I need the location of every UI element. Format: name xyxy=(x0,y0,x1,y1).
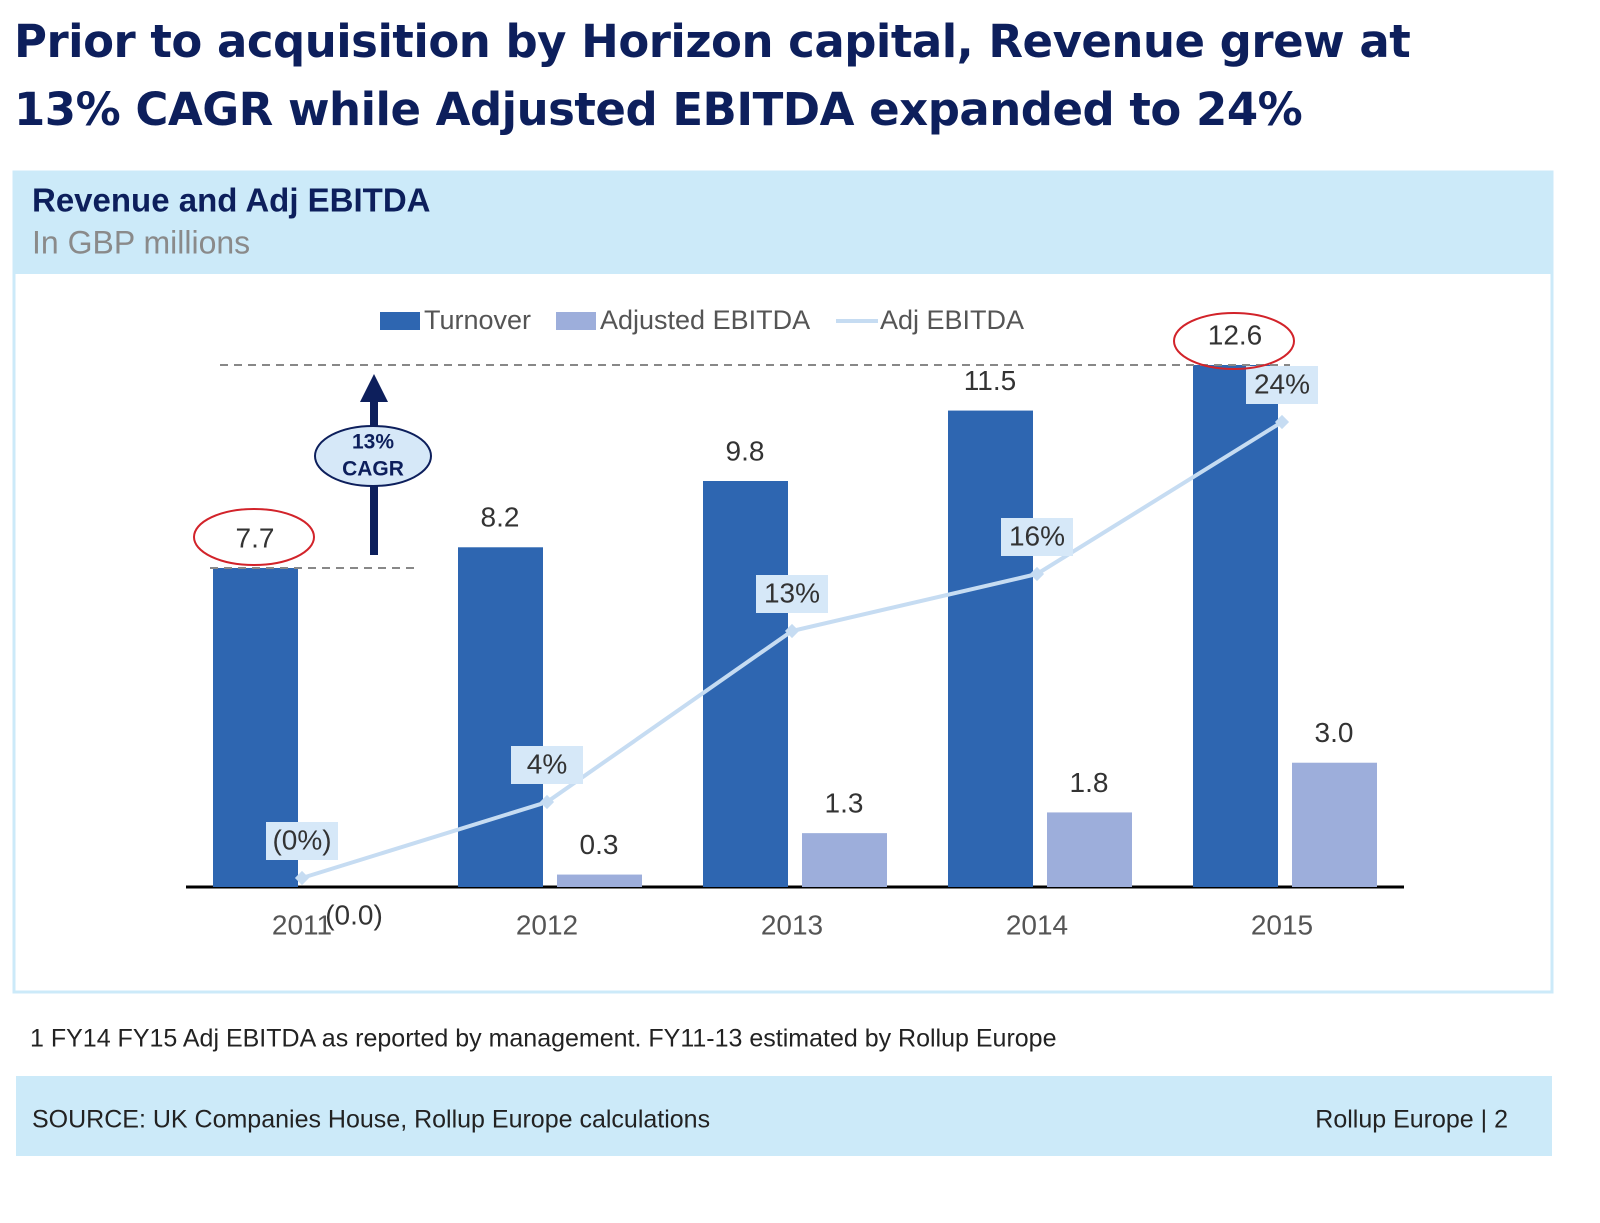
cagr-bubble xyxy=(314,425,432,487)
cagr-arrowhead xyxy=(360,374,388,402)
bar xyxy=(1292,762,1377,887)
x-tick-label: 2011 xyxy=(272,909,332,940)
data-label: 3.0 xyxy=(1315,717,1354,748)
bar xyxy=(802,833,887,887)
cagr-label: CAGR xyxy=(342,458,404,481)
data-label-box xyxy=(511,746,583,784)
bar xyxy=(1193,365,1278,887)
x-tick-label: 2013 xyxy=(761,909,823,940)
chart: Turnover Adjusted EBITDA Adj EBITDA 2011 201… xyxy=(186,305,1404,940)
data-label: 13% xyxy=(764,577,820,608)
line-marker xyxy=(294,870,310,886)
footnote: 1 FY14 FY15 Adj EBITDA as reported by ma… xyxy=(30,1025,1056,1053)
chart-title: Revenue and Adj EBITDA xyxy=(32,182,431,219)
data-label: (0%) xyxy=(272,824,331,855)
data-label: 24% xyxy=(1254,368,1310,399)
legend-swatch xyxy=(556,312,596,330)
line-marker xyxy=(539,794,555,810)
data-label: 12.6 xyxy=(1208,319,1263,350)
line-marker xyxy=(1274,414,1290,430)
data-label: 11.5 xyxy=(964,365,1016,396)
data-label: 1.8 xyxy=(1070,767,1109,798)
data-label: 16% xyxy=(1009,520,1065,551)
data-label: (0.0) xyxy=(325,899,383,930)
data-label-box xyxy=(1246,366,1318,404)
highlight-circle xyxy=(193,508,315,566)
footer-band xyxy=(16,1076,1552,1156)
data-label-box xyxy=(266,822,338,860)
data-label: 7.7 xyxy=(236,522,275,553)
legend-swatch xyxy=(380,312,420,330)
line-marker xyxy=(1029,566,1045,582)
line-marker xyxy=(784,623,800,639)
legend-label: Adjusted EBITDA xyxy=(600,305,810,335)
bar xyxy=(1047,812,1132,887)
x-tick-label: 2014 xyxy=(1006,909,1068,940)
page-number: Rollup Europe | 2 xyxy=(1315,1106,1508,1134)
chart-header xyxy=(14,172,1552,274)
bar xyxy=(458,547,543,887)
legend-label: Adj EBITDA xyxy=(880,305,1024,335)
data-label-box xyxy=(1001,518,1073,556)
data-label-box xyxy=(756,575,828,613)
x-tick-label: 2012 xyxy=(516,909,578,940)
data-label: 0.3 xyxy=(580,829,619,860)
data-label: 4% xyxy=(527,748,567,779)
legend-label: Turnover xyxy=(424,305,531,335)
data-label: 1.3 xyxy=(825,788,864,819)
source: SOURCE: UK Companies House, Rollup Europ… xyxy=(32,1106,710,1134)
x-tick-label: 2015 xyxy=(1251,909,1313,940)
line xyxy=(301,420,1284,880)
bar xyxy=(948,410,1033,887)
chart-subtitle: In GBP millions xyxy=(32,224,250,260)
bar xyxy=(557,874,642,887)
data-label: 9.8 xyxy=(726,435,765,466)
highlight-circle xyxy=(1173,312,1295,370)
data-label: 8.2 xyxy=(481,502,520,533)
cagr-label: 13% xyxy=(352,431,394,454)
slide-title: Prior to acquisition by Horizon capital,… xyxy=(14,15,1411,136)
